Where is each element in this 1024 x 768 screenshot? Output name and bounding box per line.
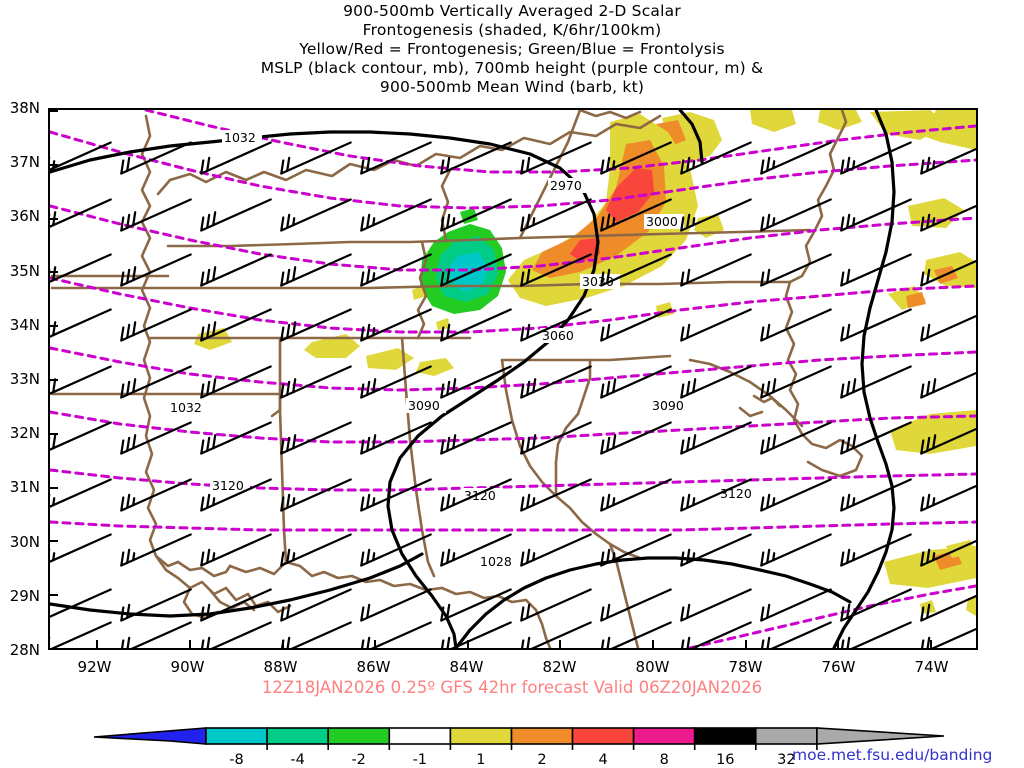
lat-tick-label: 32N <box>9 424 40 443</box>
map-plot-area[interactable]: 1032 1032 1028 2970 3000 3030 3060 3090 … <box>48 108 978 650</box>
svg-text:1032: 1032 <box>170 400 202 415</box>
svg-text:1032: 1032 <box>224 130 256 145</box>
lat-tick <box>50 217 58 220</box>
lat-tick-label: 31N <box>9 478 40 497</box>
lat-tick-label: 37N <box>9 153 40 172</box>
svg-text:32: 32 <box>777 752 795 768</box>
svg-text:3120: 3120 <box>212 478 244 493</box>
lon-tick-label: 74W <box>914 658 949 676</box>
lat-tick-label: 36N <box>9 207 40 226</box>
lon-tick-label: 80W <box>635 658 670 676</box>
svg-text:3000: 3000 <box>646 214 678 229</box>
lon-tick-label: 92W <box>77 658 112 676</box>
svg-text:-2: -2 <box>351 752 365 768</box>
lat-tick <box>50 325 58 328</box>
svg-text:3120: 3120 <box>464 488 496 503</box>
lat-tick-label: 38N <box>9 99 40 117</box>
lat-tick-label: 35N <box>9 261 40 280</box>
lon-tick <box>559 640 562 648</box>
lat-tick <box>50 163 58 166</box>
svg-text:2970: 2970 <box>550 178 582 193</box>
svg-text:-1: -1 <box>413 752 427 768</box>
svg-text:3030: 3030 <box>582 274 614 289</box>
mslp-contours <box>50 110 896 648</box>
wind-barb-layer <box>50 141 976 648</box>
lat-tick <box>50 648 58 650</box>
title-line-3: Yellow/Red = Frontogenesis; Green/Blue =… <box>299 40 725 58</box>
svg-text:3090: 3090 <box>652 398 684 413</box>
svg-text:1: 1 <box>476 752 485 768</box>
lat-tick <box>50 432 58 435</box>
lon-tick-label: 78W <box>728 658 763 676</box>
lat-tick <box>50 594 58 597</box>
lon-tick-label: 88W <box>263 658 298 676</box>
lon-tick-label: 82W <box>542 658 577 676</box>
lat-tick <box>50 271 58 274</box>
svg-text:2: 2 <box>537 752 546 768</box>
lon-tick <box>281 640 284 648</box>
svg-text:-8: -8 <box>229 752 243 768</box>
lon-tick <box>466 640 469 648</box>
lon-tick <box>744 640 747 648</box>
lat-tick-label: 29N <box>9 586 40 605</box>
lon-tick <box>651 640 654 648</box>
lat-tick <box>50 110 58 112</box>
lon-tick <box>929 640 932 648</box>
forecast-caption: 12Z18JAN2026 0.25º GFS 42hr forecast Val… <box>261 678 763 697</box>
svg-text:3090: 3090 <box>408 398 440 413</box>
lat-tick <box>50 486 58 489</box>
title-line-2: Frontogenesis (shaded, K/6hr/100km) <box>362 21 662 39</box>
lat-tick <box>50 379 58 381</box>
lon-tick <box>837 640 840 648</box>
lat-tick-label: 34N <box>9 315 40 334</box>
title-line-1: 900-500mb Vertically Averaged 2-D Scalar <box>343 2 681 20</box>
lon-tick-label: 76W <box>821 658 856 676</box>
lon-tick-label: 90W <box>170 658 205 676</box>
svg-text:16: 16 <box>716 752 734 768</box>
chart-title-block: 900-500mb Vertically Averaged 2-D Scalar… <box>0 2 1024 97</box>
lon-tick <box>374 640 377 648</box>
shaded-frontogenesis-field <box>194 110 976 616</box>
title-line-4: MSLP (black contour, mb), 700mb height (… <box>260 59 764 77</box>
svg-text:1028: 1028 <box>480 554 512 569</box>
svg-text:4: 4 <box>598 752 607 768</box>
lat-tick <box>50 540 58 543</box>
lon-tick-label: 86W <box>356 658 391 676</box>
title-line-5: 900-500mb Mean Wind (barb, kt) <box>379 78 645 96</box>
lon-tick <box>188 640 191 648</box>
lat-tick-label: 28N <box>9 641 40 659</box>
lat-tick-label: 30N <box>9 532 40 551</box>
lon-tick <box>96 640 99 648</box>
svg-text:3060: 3060 <box>542 328 574 343</box>
colorbar[interactable]: -8 -4 -2 -1 1 2 4 8 16 32 <box>0 722 1024 768</box>
svg-text:-4: -4 <box>290 752 304 768</box>
svg-text:3120: 3120 <box>720 486 752 501</box>
source-url[interactable]: moe.met.fsu.edu/banding <box>792 746 993 764</box>
lat-tick-label: 33N <box>9 370 40 388</box>
svg-text:8: 8 <box>660 752 669 768</box>
lon-tick-label: 84W <box>449 658 484 676</box>
